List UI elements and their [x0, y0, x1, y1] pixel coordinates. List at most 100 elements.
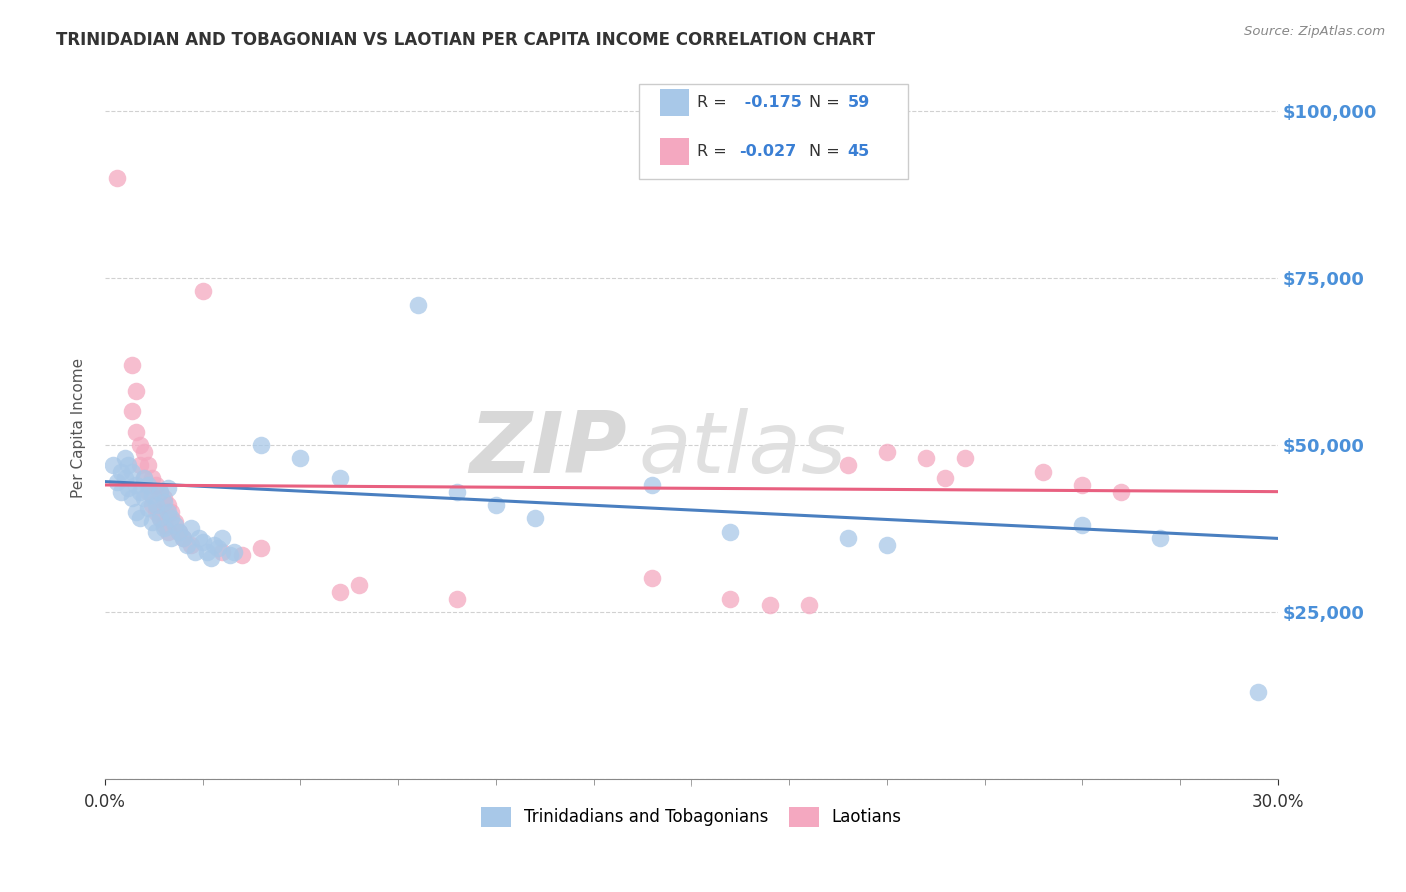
Point	[176, 538, 198, 552]
Point	[180, 538, 202, 552]
Point	[328, 471, 350, 485]
Point	[172, 532, 194, 546]
Point	[141, 471, 163, 485]
Point	[110, 484, 132, 499]
FancyBboxPatch shape	[659, 138, 689, 165]
Point	[117, 458, 139, 472]
Point	[141, 498, 163, 512]
FancyBboxPatch shape	[638, 85, 908, 179]
Point	[121, 465, 143, 479]
Point	[156, 524, 179, 539]
Point	[446, 591, 468, 606]
Point	[720, 591, 742, 606]
Point	[114, 451, 136, 466]
Point	[758, 598, 780, 612]
Point	[160, 505, 183, 519]
Text: 45: 45	[848, 145, 869, 160]
Point	[125, 425, 148, 439]
Point	[219, 548, 242, 562]
Point	[915, 451, 938, 466]
Point	[129, 458, 152, 472]
Text: -0.175: -0.175	[740, 95, 803, 111]
Point	[485, 498, 508, 512]
Point	[156, 481, 179, 495]
Point	[191, 284, 214, 298]
Point	[149, 484, 172, 499]
Point	[121, 491, 143, 506]
Point	[172, 532, 194, 546]
Point	[222, 545, 245, 559]
Point	[125, 384, 148, 399]
Point	[406, 297, 429, 311]
Point	[121, 404, 143, 418]
Point	[152, 521, 174, 535]
Point	[953, 451, 976, 466]
Point	[149, 511, 172, 525]
Point	[167, 524, 190, 539]
Point	[290, 451, 312, 466]
Point	[641, 572, 664, 586]
Point	[250, 541, 273, 556]
Text: atlas: atlas	[638, 408, 846, 491]
Point	[250, 438, 273, 452]
Point	[1071, 478, 1094, 492]
Point	[934, 471, 956, 485]
Point	[110, 465, 132, 479]
Point	[184, 545, 207, 559]
Text: N =: N =	[808, 145, 845, 160]
Legend: Trinidadians and Tobagonians, Laotians: Trinidadians and Tobagonians, Laotians	[474, 800, 908, 834]
Point	[524, 511, 547, 525]
Point	[145, 505, 167, 519]
Point	[117, 481, 139, 495]
Point	[145, 524, 167, 539]
Point	[837, 458, 859, 472]
Point	[156, 498, 179, 512]
Point	[195, 545, 218, 559]
Point	[125, 505, 148, 519]
Point	[876, 444, 898, 458]
Point	[152, 494, 174, 508]
Point	[446, 484, 468, 499]
Point	[1247, 685, 1270, 699]
Point	[165, 518, 187, 533]
Point	[114, 471, 136, 485]
Point	[132, 471, 155, 485]
Text: N =: N =	[808, 95, 845, 111]
Text: 59: 59	[848, 95, 869, 111]
Point	[1071, 518, 1094, 533]
Point	[152, 491, 174, 506]
Point	[1111, 484, 1133, 499]
Text: R =: R =	[697, 95, 733, 111]
Point	[105, 475, 128, 489]
Point	[136, 501, 159, 516]
Point	[191, 534, 214, 549]
Point	[152, 518, 174, 533]
Point	[211, 532, 233, 546]
Point	[720, 524, 742, 539]
Point	[132, 471, 155, 485]
Point	[141, 488, 163, 502]
Point	[160, 532, 183, 546]
Point	[136, 458, 159, 472]
Point	[129, 511, 152, 525]
Point	[204, 538, 226, 552]
Point	[187, 532, 209, 546]
Point	[347, 578, 370, 592]
Point	[136, 484, 159, 499]
Point	[129, 484, 152, 499]
Point	[136, 478, 159, 492]
Point	[132, 491, 155, 506]
Text: TRINIDADIAN AND TOBAGONIAN VS LAOTIAN PER CAPITA INCOME CORRELATION CHART: TRINIDADIAN AND TOBAGONIAN VS LAOTIAN PE…	[56, 31, 876, 49]
Point	[149, 511, 172, 525]
Text: Source: ZipAtlas.com: Source: ZipAtlas.com	[1244, 25, 1385, 38]
Point	[1032, 465, 1054, 479]
Text: ZIP: ZIP	[470, 408, 627, 491]
Point	[129, 438, 152, 452]
Point	[105, 170, 128, 185]
Point	[160, 511, 183, 525]
Point	[149, 484, 172, 499]
Point	[797, 598, 820, 612]
Point	[641, 478, 664, 492]
Point	[200, 551, 222, 566]
Point	[231, 548, 253, 562]
